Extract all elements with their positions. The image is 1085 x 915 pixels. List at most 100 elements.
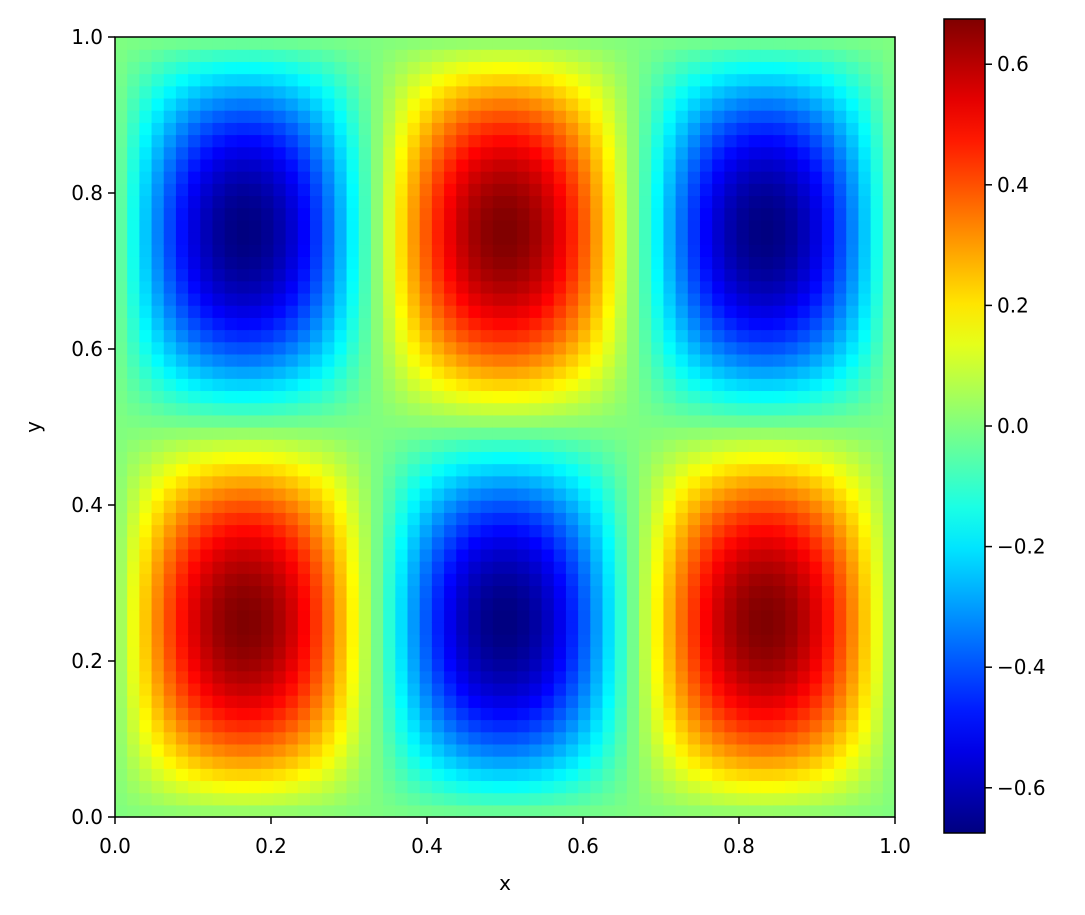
heatmap-cell [334,622,348,635]
heatmap-cell [322,146,335,160]
heatmap-cell [444,780,457,794]
heatmap-cell [297,792,311,806]
heatmap-cell [785,280,799,294]
heatmap-cell [163,37,177,50]
heatmap-cell [809,670,823,684]
heatmap-cell [651,85,665,99]
heatmap-cell [834,85,847,99]
heatmap-cell [517,110,530,123]
heatmap-cell [468,756,482,769]
heatmap-cell [712,524,725,538]
heatmap-cell [639,158,652,172]
heatmap-cell [383,122,396,136]
heatmap-cell [273,622,287,635]
heatmap-cell [553,317,567,331]
heatmap-cell [273,110,287,123]
heatmap-cell [127,427,140,440]
heatmap-cell [809,646,823,660]
heatmap-cell [651,427,665,440]
heatmap-cell [151,292,165,306]
heatmap-cell [419,512,433,526]
heatmap-cell [553,743,567,757]
heatmap-cell [626,207,640,221]
heatmap-cell [541,329,555,343]
heatmap-cell [882,597,896,611]
heatmap-cell [200,658,214,672]
heatmap-cell [553,171,567,184]
heatmap-cell [224,268,238,282]
heatmap-cell [773,804,786,818]
heatmap-cell [602,670,616,684]
heatmap-cell [151,731,165,745]
heatmap-cell [687,707,701,721]
heatmap-cell [261,317,275,331]
heatmap-cell [821,682,835,696]
heatmap-cell [285,609,299,623]
heatmap-cell [712,792,725,806]
heatmap-cell [346,378,360,392]
heatmap-cell [310,317,323,331]
heatmap-cell [626,195,640,209]
heatmap-cell [565,439,579,452]
heatmap-cell [687,85,701,99]
colorbar-tick-label: 0.4 [997,173,1029,197]
heatmap-cell [712,780,725,794]
heatmap-cell [760,97,774,111]
heatmap-cell [383,658,396,672]
heatmap-cell [870,207,884,221]
heatmap-cell [127,341,140,355]
heatmap-cell [821,451,835,465]
x-tick-label: 1.0 [879,834,911,858]
heatmap-cell [395,305,409,318]
heatmap-cell [834,500,847,513]
heatmap-cell [407,414,421,428]
heatmap-cell [127,390,140,404]
heatmap-cell [651,695,665,708]
heatmap-cell [760,329,774,343]
heatmap-cell [419,719,433,733]
heatmap-cell [809,609,823,623]
heatmap-cell [663,792,677,806]
heatmap-cell [297,317,311,331]
colorbar-tick-label: −0.2 [997,535,1046,559]
heatmap-cell [663,646,677,660]
heatmap-cell [724,414,738,428]
heatmap-cell [431,366,445,379]
heatmap-cell [748,244,762,257]
heatmap-cell [675,134,689,148]
heatmap-cell [541,207,555,221]
heatmap-cell [163,804,177,818]
heatmap-cell [700,548,713,562]
heatmap-cell [846,97,860,111]
heatmap-cell [395,244,409,257]
heatmap-cell [151,597,165,611]
heatmap-cell [346,524,360,538]
heatmap-cell [200,37,214,50]
heatmap-cell [151,353,165,367]
heatmap-cell [639,463,652,477]
heatmap-cell [115,622,128,635]
heatmap-cell [163,353,177,367]
heatmap-cell [590,341,604,355]
heatmap-cell [370,609,384,623]
heatmap-cell [724,573,738,587]
heatmap-cell [505,609,518,623]
heatmap-cell [431,134,445,148]
heatmap-cell [188,451,201,465]
heatmap-cell [322,743,335,757]
heatmap-cell [700,707,713,721]
heatmap-cell [358,207,372,221]
heatmap-cell [480,439,494,452]
heatmap-cell [370,524,384,538]
heatmap-cell [529,85,543,99]
heatmap-cell [626,451,640,465]
heatmap-cell [310,804,323,818]
heatmap-cell [212,743,226,757]
heatmap-cell [419,61,433,75]
heatmap-cell [870,634,884,647]
heatmap-cell [712,341,725,355]
heatmap-cell [419,682,433,696]
heatmap-cell [578,134,591,148]
heatmap-cell [809,232,823,245]
heatmap-cell [858,110,872,123]
